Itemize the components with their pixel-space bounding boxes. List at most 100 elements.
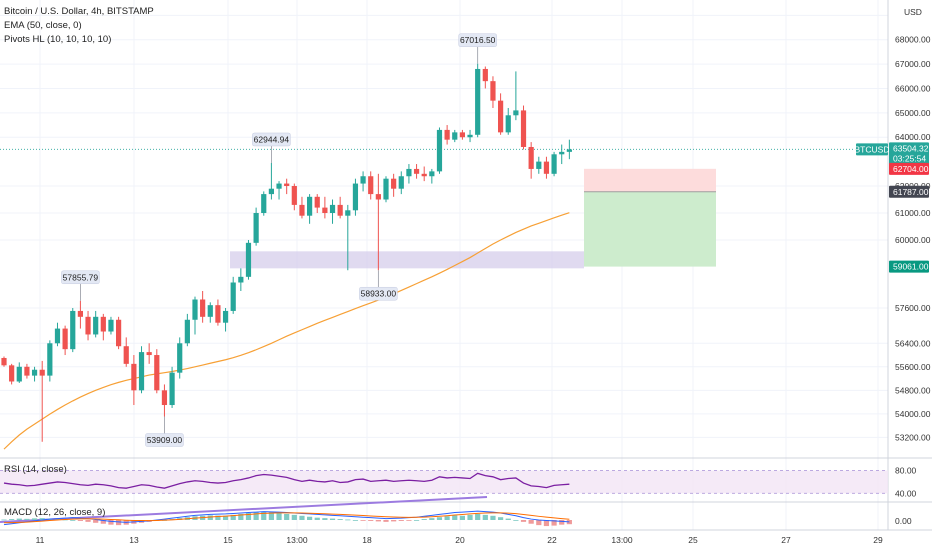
candle[interactable] — [337, 196, 343, 219]
candle[interactable] — [543, 156, 550, 179]
candle[interactable] — [421, 166, 427, 182]
pivot-label-text: 67016.50 — [460, 35, 496, 45]
candle[interactable] — [291, 183, 297, 211]
candle[interactable] — [413, 164, 420, 179]
candle[interactable] — [467, 129, 473, 143]
candle[interactable] — [222, 308, 229, 332]
candle[interactable] — [520, 105, 527, 150]
candle[interactable] — [238, 268, 244, 291]
candle[interactable] — [207, 302, 213, 323]
candle[interactable] — [100, 313, 106, 341]
candle[interactable] — [345, 204, 351, 271]
candle[interactable] — [551, 151, 557, 177]
candle-body — [498, 100, 504, 133]
symbol-tag[interactable]: BTCUSD — [855, 143, 890, 156]
candle[interactable] — [215, 299, 221, 326]
candle-body — [131, 363, 137, 391]
candle[interactable] — [307, 194, 313, 224]
candle[interactable] — [31, 366, 38, 382]
candle[interactable] — [482, 66, 488, 89]
last-price-tag-text: 63504.32 — [893, 143, 929, 153]
candle[interactable] — [513, 71, 519, 121]
stop-loss-zone[interactable] — [584, 168, 716, 192]
candle[interactable] — [62, 325, 68, 356]
candle[interactable] — [154, 349, 160, 394]
candle[interactable] — [528, 142, 534, 179]
time-tick-label: 13:00 — [611, 535, 633, 545]
candle[interactable] — [566, 139, 572, 160]
rsi-indicator-label[interactable]: RSI (14, close) — [4, 464, 67, 475]
candle[interactable] — [85, 310, 91, 341]
candle[interactable] — [108, 316, 114, 335]
candle[interactable] — [276, 181, 282, 200]
candle[interactable] — [161, 384, 168, 417]
candle[interactable] — [177, 337, 183, 379]
candle[interactable] — [559, 144, 565, 165]
candle[interactable] — [459, 129, 465, 140]
macd-histogram-bar — [406, 520, 412, 521]
candle[interactable] — [391, 173, 397, 197]
take-profit-zone[interactable] — [584, 191, 716, 267]
candle[interactable] — [200, 291, 206, 323]
candle[interactable] — [24, 363, 30, 379]
candle[interactable] — [368, 171, 374, 200]
candle[interactable] — [444, 125, 450, 145]
candle[interactable] — [47, 340, 53, 382]
candle[interactable] — [192, 296, 198, 335]
candle[interactable] — [505, 107, 511, 135]
currency-label[interactable]: USD — [904, 7, 922, 17]
candle[interactable] — [329, 199, 336, 224]
candle[interactable] — [284, 178, 290, 195]
candle[interactable] — [398, 171, 404, 195]
candle[interactable] — [360, 171, 366, 192]
candle[interactable] — [375, 173, 381, 271]
candle[interactable] — [299, 196, 305, 219]
candle[interactable] — [230, 276, 236, 314]
candle[interactable] — [169, 366, 175, 408]
price-tick-label: 54800.00 — [895, 385, 931, 395]
candle[interactable] — [253, 207, 259, 246]
candle-body — [360, 176, 366, 184]
candle[interactable] — [9, 363, 15, 385]
candle[interactable] — [406, 164, 412, 184]
target-price-tag[interactable]: 59061.00 — [889, 260, 929, 273]
candle[interactable] — [261, 191, 267, 216]
ema-indicator-label[interactable]: EMA (50, close, 0) — [4, 20, 82, 31]
candle-body — [9, 365, 15, 382]
candle[interactable] — [138, 346, 145, 394]
candle[interactable] — [498, 93, 504, 135]
candle[interactable] — [131, 355, 137, 406]
macd-indicator-label[interactable]: MACD (12, 26, close, 9) — [4, 507, 105, 518]
candle[interactable] — [245, 240, 252, 280]
candle[interactable] — [116, 316, 122, 350]
candle[interactable] — [352, 178, 359, 216]
candle[interactable] — [490, 76, 496, 108]
candle[interactable] — [39, 360, 45, 442]
macd-histogram-bar — [85, 520, 91, 522]
candle[interactable] — [77, 300, 83, 329]
candle[interactable] — [1, 356, 7, 367]
candle[interactable] — [383, 176, 389, 203]
candle[interactable] — [16, 362, 22, 383]
candle[interactable] — [452, 129, 458, 143]
candle[interactable] — [475, 63, 481, 138]
candle[interactable] — [70, 308, 76, 353]
candle[interactable] — [268, 162, 274, 200]
candle[interactable] — [146, 343, 152, 364]
candle[interactable] — [536, 156, 542, 174]
stop-price-tag[interactable]: 62704.00 — [889, 162, 929, 175]
candle[interactable] — [429, 168, 435, 184]
candle[interactable] — [93, 310, 99, 338]
candle[interactable] — [436, 127, 443, 174]
candle[interactable] — [184, 313, 190, 347]
candle[interactable] — [322, 196, 328, 219]
candle[interactable] — [314, 194, 320, 213]
pivot-label: 57855.79 — [61, 270, 100, 301]
pivots-indicator-label[interactable]: Pivots HL (10, 10, 10, 10) — [4, 34, 111, 45]
candle-body — [490, 81, 496, 101]
entry-price-tag[interactable]: 61787.00 — [889, 185, 929, 198]
candle[interactable] — [54, 322, 61, 347]
candle[interactable] — [123, 337, 129, 367]
